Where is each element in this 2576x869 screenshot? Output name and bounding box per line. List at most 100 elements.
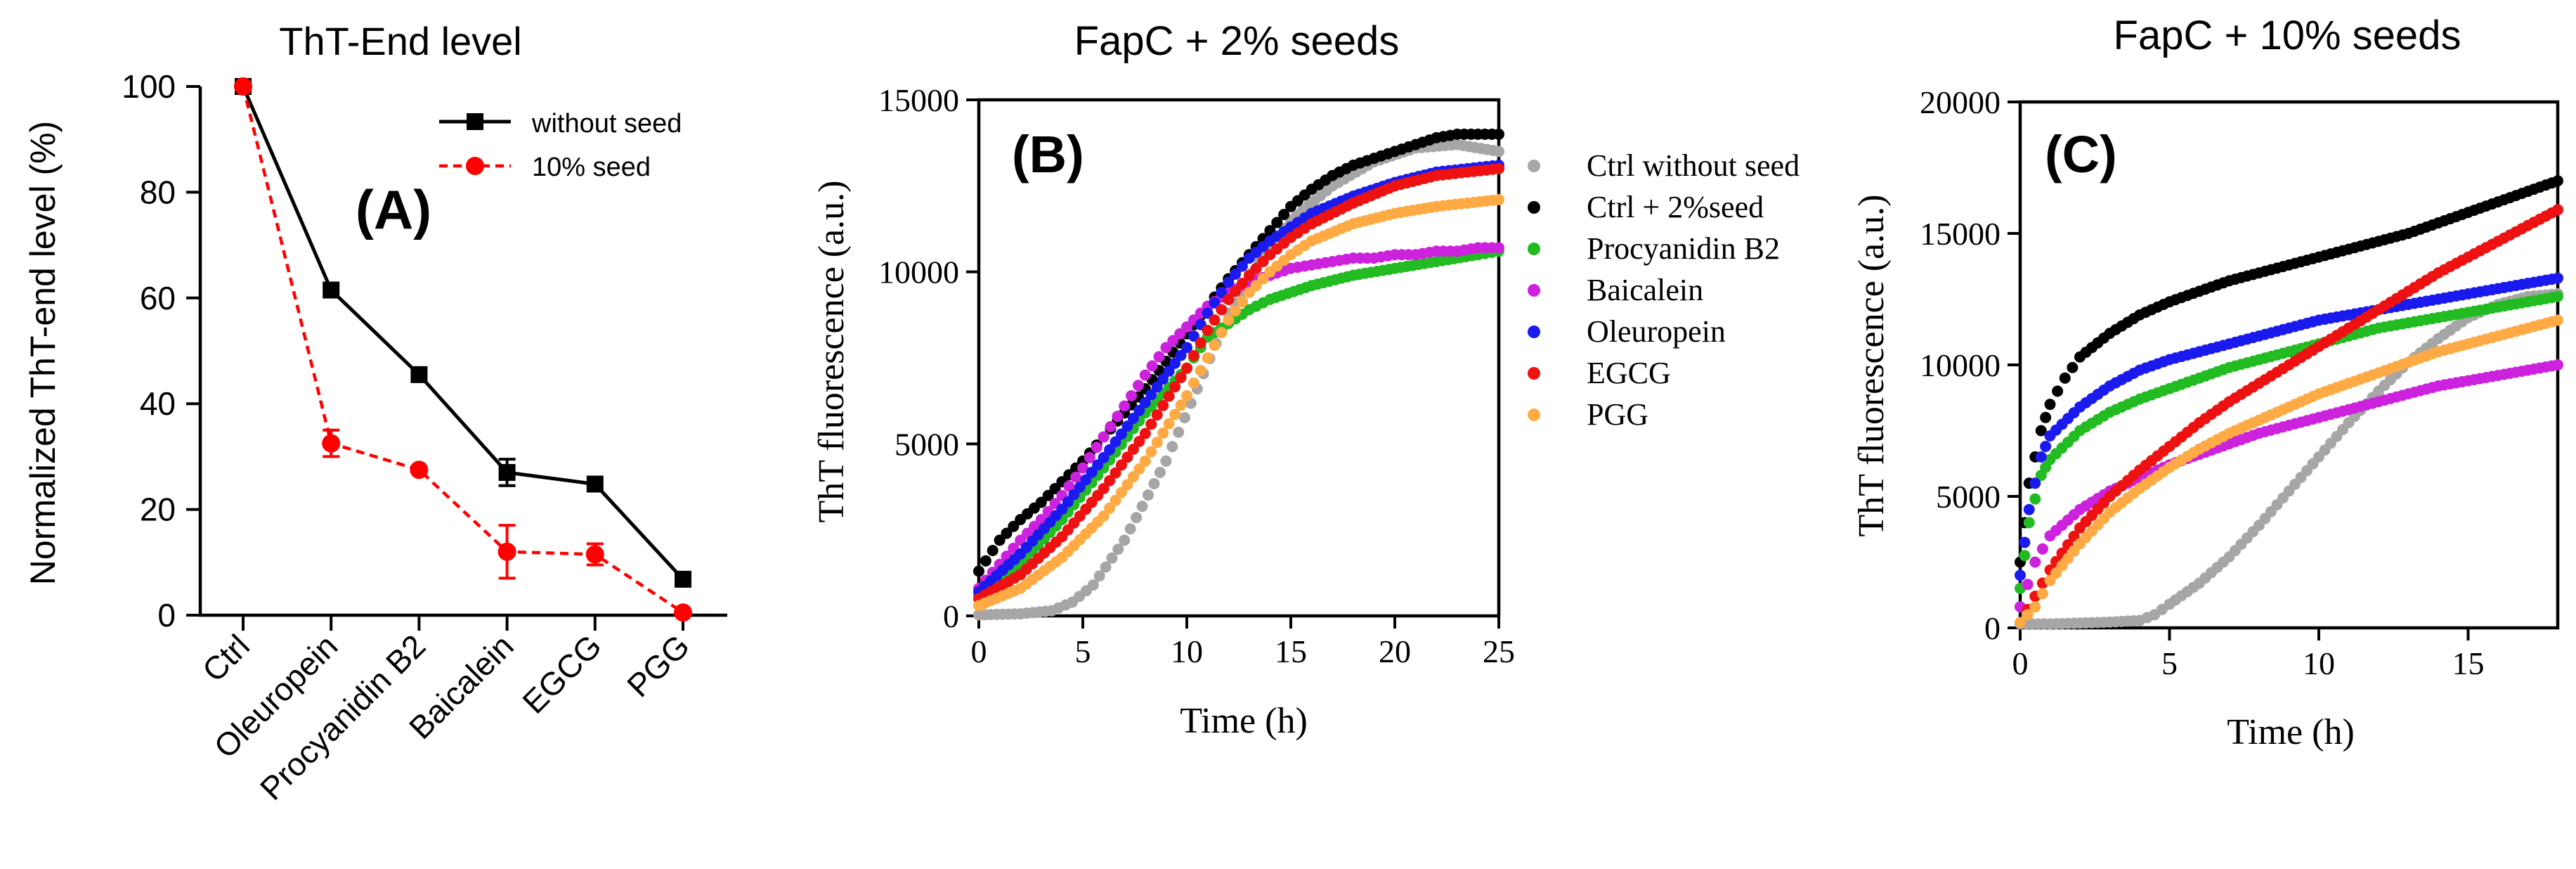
data-point [1202, 324, 1214, 336]
data-point [1121, 451, 1133, 463]
panel-c-label: (C) [2045, 125, 2117, 184]
data-point [2019, 536, 2031, 548]
x-tick-label: EGCG [515, 627, 609, 721]
panel-b-legend: Ctrl without seed Ctrl + 2%seed Procyanidi… [1528, 148, 1800, 432]
data-point [1139, 455, 1151, 467]
data-point [498, 463, 516, 481]
data-point [1216, 287, 1228, 299]
x-tick-label: 20 [1379, 633, 1411, 669]
data-point [2029, 556, 2041, 568]
data-point [1160, 342, 1172, 354]
data-point [1133, 463, 1145, 475]
data-point [1042, 489, 1054, 501]
data-point [2036, 588, 2048, 600]
data-point [1271, 217, 1283, 228]
x-tick-label: 0 [971, 633, 987, 669]
x-tick-label: 5 [1075, 633, 1091, 669]
series-baicalein [2015, 359, 2563, 613]
series-egcg [2015, 204, 2563, 629]
data-point [586, 475, 604, 493]
data-point [980, 555, 991, 567]
data-point [2015, 569, 2026, 581]
data-point [1139, 427, 1151, 439]
legend-marker [1528, 243, 1540, 255]
data-point [973, 565, 984, 577]
data-point [2036, 543, 2048, 555]
y-tick-label: 80 [140, 174, 176, 210]
legend-item-baicalein: Baicalein [1528, 273, 1703, 307]
data-point [1139, 397, 1151, 408]
data-point [2552, 175, 2563, 187]
data-point [1133, 404, 1145, 416]
data-point [1202, 307, 1214, 319]
legend-10pct-seed-marker [466, 157, 484, 175]
data-point [2029, 601, 2041, 613]
data-point [2052, 385, 2064, 397]
data-point [1493, 128, 1504, 140]
panel-c-y-ticks: 0 5000 10000 15000 20000 [1920, 84, 2020, 646]
legend-marker [1528, 326, 1540, 338]
legend-marker [1528, 160, 1540, 172]
data-point [1132, 380, 1144, 392]
data-point [1163, 365, 1175, 377]
legend-marker [1528, 201, 1540, 214]
y-tick-label: 5000 [1936, 479, 2001, 515]
data-point [1133, 435, 1145, 447]
legend-item-pgg: PGG [1528, 397, 1648, 432]
y-tick-label: 20 [140, 491, 176, 528]
data-point [1166, 441, 1178, 453]
data-point [1188, 330, 1199, 342]
data-point [1098, 510, 1110, 522]
data-point [1169, 408, 1181, 420]
y-tick-label: 10000 [878, 255, 959, 290]
data-point [1179, 412, 1191, 424]
data-point [1154, 466, 1166, 478]
data-point [1104, 502, 1116, 514]
x-tick-label: 5 [2161, 645, 2178, 681]
data-point [2044, 399, 2056, 411]
data-point [1230, 305, 1242, 317]
legend-marker [1528, 367, 1540, 380]
y-tick-label: 15000 [1920, 216, 2001, 252]
legend-label: EGCG [1587, 356, 1671, 390]
data-point [1110, 494, 1121, 506]
data-point [2552, 290, 2563, 302]
series-line [241, 86, 684, 581]
data-point [1119, 400, 1131, 412]
data-point [1157, 373, 1169, 385]
y-tick-label: 60 [140, 280, 176, 316]
legend-item-procyanidin-b2: Procyanidin B2 [1528, 231, 1780, 266]
data-point [1163, 390, 1175, 402]
panel-a: ThT-End level (A) Normalized ThT-end lev… [23, 19, 727, 807]
legend-label: Procyanidin B2 [1587, 231, 1780, 266]
panel-a-title: ThT-End level [279, 19, 522, 63]
data-point [1236, 277, 1248, 289]
panel-b-series [973, 128, 1504, 621]
x-tick-label: 15 [1275, 633, 1307, 669]
data-point [1157, 399, 1169, 411]
data-point [1151, 381, 1163, 393]
data-point [1257, 273, 1269, 285]
data-point [1157, 427, 1169, 439]
data-point [1131, 512, 1143, 524]
legend-without-seed-marker [467, 113, 483, 130]
data-point [1223, 276, 1235, 288]
data-point [675, 570, 691, 588]
data-point [1127, 412, 1139, 424]
data-point [1100, 561, 1112, 573]
data-point [1250, 280, 1262, 292]
data-point [1115, 487, 1127, 498]
data-point [1493, 193, 1504, 205]
data-point [1216, 304, 1228, 316]
legend-item-ctrl-2-seed: Ctrl + 2%seed [1528, 190, 1764, 224]
data-point [1126, 390, 1138, 401]
data-point [1151, 437, 1163, 449]
series-10-seed [234, 77, 692, 622]
data-point [322, 434, 341, 453]
panel-b-xlabel: Time (h) [1180, 701, 1308, 741]
data-point [1098, 482, 1110, 494]
data-point [1127, 444, 1139, 456]
data-point [2023, 517, 2035, 529]
data-point [1084, 451, 1095, 463]
